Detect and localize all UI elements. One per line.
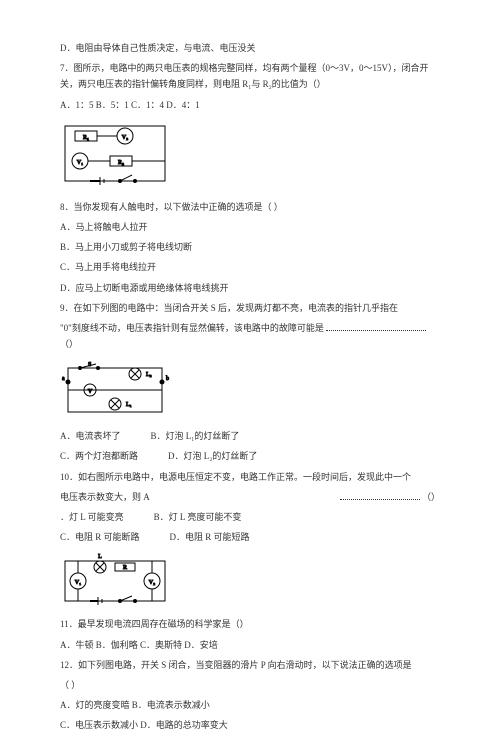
q9-paren: （） [60, 339, 78, 349]
q9-d: D．灯泡 L₂的灯丝断了 [168, 448, 257, 464]
svg-text:S: S [88, 362, 91, 368]
q9-b: B．灯泡 L₁的灯丝断了 [151, 428, 240, 444]
svg-text:V₁: V₁ [77, 160, 83, 166]
q10-text: 10．如右图所示电路中，电源电压恒定不变，电路工作正常。一段时间后，发现此中一个 [60, 469, 440, 485]
q9-circuit-diagram: S L₂ a b V L₁ [60, 360, 440, 420]
q7-circuit-diagram: R₁ V₂ V₁ R₂ [60, 121, 440, 191]
q12-text1: 12．如下列图电路，开关 S 闭合，当变阻器的滑片 P 向右滑动时，以下说法正确… [60, 657, 440, 673]
q9-blank [326, 330, 426, 331]
q9-c: C．两个灯泡都断路 [60, 448, 138, 464]
q8-c: C．马上用手将电线拉开 [60, 259, 440, 275]
svg-text:b: b [166, 376, 169, 382]
q9-text2-span: "0"刻度线不动，电压表指针则有显然偏转，该电路中的故障可能是 [60, 323, 324, 333]
svg-text:V₁: V₁ [75, 580, 81, 586]
svg-text:L: L [98, 554, 102, 560]
svg-text:V: V [88, 389, 93, 395]
q12-ab: A．灯的亮度变暗 B．电流表示数减小 [60, 697, 440, 713]
q8-a: A．马上将触电人拉开 [60, 219, 440, 235]
q10-circuit-diagram: V₁ L R V₂ [60, 553, 440, 608]
q11-text: 11．最早发现电流四周存在磁场的科学家是（） [60, 616, 440, 632]
svg-text:a: a [62, 376, 65, 382]
q12-text2: （ ） [60, 677, 440, 693]
svg-text:R: R [123, 565, 127, 571]
svg-text:R₂: R₂ [118, 160, 124, 166]
q12-cd: C．电压表示数减小 D．电路的总功率变大 [60, 717, 440, 733]
q7-options: A．1：5 B．5：1 C．1：4 D．4：1 [60, 97, 440, 113]
q10-t2: 电压表示数变大，则 A [60, 492, 150, 502]
q8-d: D．应马上切断电源或用绝缘体将电线挑开 [60, 280, 440, 296]
q9-text1: 9．在如下列图的电路中：当闭合开关 S 后，发现两灯都不亮，电流表的指针几乎指在 [60, 300, 440, 316]
q8-b: B．马上用小刀或剪子将电线切断 [60, 239, 440, 255]
svg-text:R₁: R₁ [83, 135, 89, 141]
option-d: D．电阻由导体自己性质决定，与电流、电压没关 [60, 40, 440, 56]
q10-c: C．电阻 R 可能断路 [60, 529, 140, 545]
q10-paren: （） [422, 492, 440, 502]
svg-text:L₁: L₁ [126, 402, 132, 408]
q10-a: ．灯 L 可能变亮 [60, 509, 124, 525]
q10-b: B．灯 L 亮度可能不变 [154, 509, 242, 525]
q9-text2: "0"刻度线不动，电压表指针则有显然偏转，该电路中的故障可能是 （） [60, 320, 440, 352]
q9-a: A．电流表坏了 [60, 428, 121, 444]
q10-blank [340, 499, 420, 500]
q10-d: D．电阻 R 可能短路 [170, 529, 250, 545]
svg-text:V₂: V₂ [122, 135, 128, 141]
q8-text: 8．当你发现有人触电时，以下做法中正确的选项是（ ） [60, 199, 440, 215]
q10-text2: 电压表示数变大，则 A （） [60, 489, 440, 505]
q11-options: A．牛顿 B．伽利略 C．奥斯特 D．安培 [60, 637, 440, 653]
svg-text:V₂: V₂ [149, 580, 155, 586]
q7-text: 7．图所示，电路中的两只电压表的规格完整同样，均有两个量程（0～3V，0～15V… [60, 60, 440, 92]
svg-text:L₂: L₂ [146, 372, 152, 378]
